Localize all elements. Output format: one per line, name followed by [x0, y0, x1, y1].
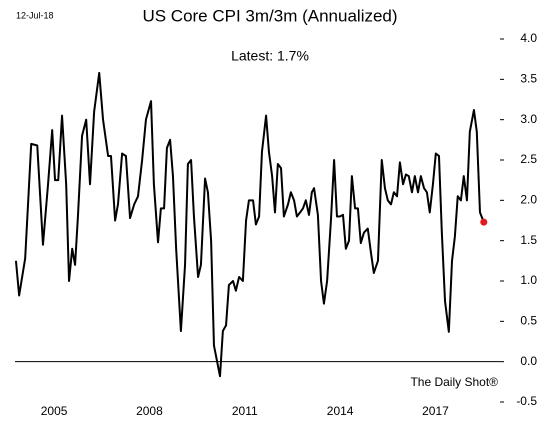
latest-marker: [480, 218, 488, 226]
y-tick-label: 0.0: [520, 354, 537, 368]
x-tick-label: 2005: [41, 404, 68, 418]
subtitle: Latest: 1.7%: [231, 48, 309, 64]
x-tick-label: 2017: [422, 404, 449, 418]
y-tick-label: 3.0: [520, 112, 537, 126]
x-tick-label: 2011: [232, 404, 258, 418]
data-line: [14, 71, 485, 378]
y-tick-label: 2.0: [520, 193, 537, 207]
x-tick-label: 2014: [327, 404, 354, 418]
y-tick-label: 2.5: [520, 152, 537, 166]
date-label: 12-Jul-18: [16, 10, 54, 20]
y-tick-label: 1.0: [520, 273, 537, 287]
y-tick-label: 1.5: [520, 233, 537, 247]
source-label: The Daily Shot®: [410, 375, 498, 389]
y-tick-label: 0.5: [520, 314, 537, 328]
y-tick-label: -0.5: [516, 394, 537, 408]
x-tick-label: 2008: [136, 404, 163, 418]
y-tick-label: 3.5: [520, 72, 537, 86]
y-tick-label: 4.0: [520, 31, 537, 45]
chart-title: US Core CPI 3m/3m (Annualized): [142, 6, 397, 25]
